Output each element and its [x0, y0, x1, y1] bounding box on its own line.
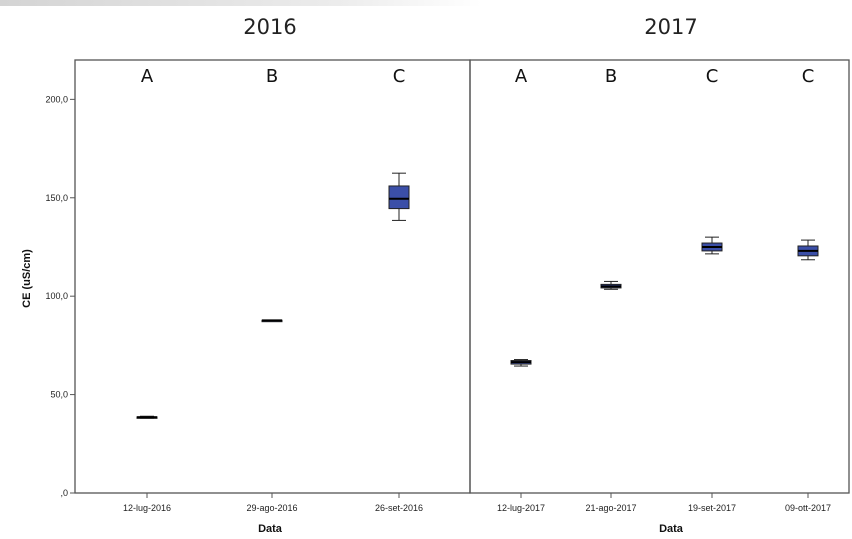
y-tick-label: 50,0	[50, 390, 68, 400]
boxplot-19-set-2017	[701, 236, 723, 255]
y-tick-label: 200,0	[45, 94, 68, 104]
group-letter: B	[605, 66, 617, 87]
x-tick-label-26-set-2016: 26-set-2016	[375, 503, 423, 513]
panel-frame-2016	[74, 59, 471, 494]
boxplot-21-ago-2017	[600, 280, 622, 290]
box-marks	[136, 172, 819, 419]
group-letter: A	[141, 66, 154, 87]
x-tick-label-12-lug-2017: 12-lug-2017	[497, 503, 545, 513]
panel-frame-2017	[469, 59, 850, 494]
x-axis-title: Data	[258, 523, 283, 535]
chart-text: ,0 50,0 100,0 150,0 200,0 CE (uS/cm) 2016 Data 1…	[21, 15, 831, 535]
x-tick-label-21-ago-2017: 21-ago-2017	[585, 503, 636, 513]
panel-title-2017: 2017	[644, 15, 697, 39]
x-tick-label-29-ago-2016: 29-ago-2016	[246, 503, 297, 513]
x-tick-label-09-ott-2017: 09-ott-2017	[785, 503, 831, 513]
group-letter: C	[706, 66, 719, 87]
group-letter: B	[266, 66, 278, 87]
x-tick-label-19-set-2017: 19-set-2017	[688, 503, 736, 513]
panel-frames	[74, 59, 850, 494]
boxplot-12-lug-2017	[510, 359, 532, 367]
y-tick-label: ,0	[60, 488, 68, 498]
y-tick-label: 150,0	[45, 193, 68, 203]
y-tick-label: 100,0	[45, 291, 68, 301]
box-iqr	[388, 185, 410, 210]
boxplot-12-lug-2016	[136, 415, 158, 419]
y-axis-title: CE (uS/cm)	[21, 249, 33, 308]
boxplot-29-ago-2016	[261, 319, 283, 323]
x-tick-label-12-lug-2016: 12-lug-2016	[123, 503, 171, 513]
x-axis-title: Data	[659, 523, 684, 535]
y-axis	[70, 98, 809, 498]
group-letter: C	[802, 66, 815, 87]
panel-title-2016: 2016	[243, 15, 296, 39]
group-letter: C	[393, 66, 406, 87]
group-letter: A	[515, 66, 528, 87]
boxplot-09-ott-2017	[797, 239, 819, 261]
boxplot-26-set-2016	[388, 172, 410, 221]
top-strip	[0, 0, 482, 6]
